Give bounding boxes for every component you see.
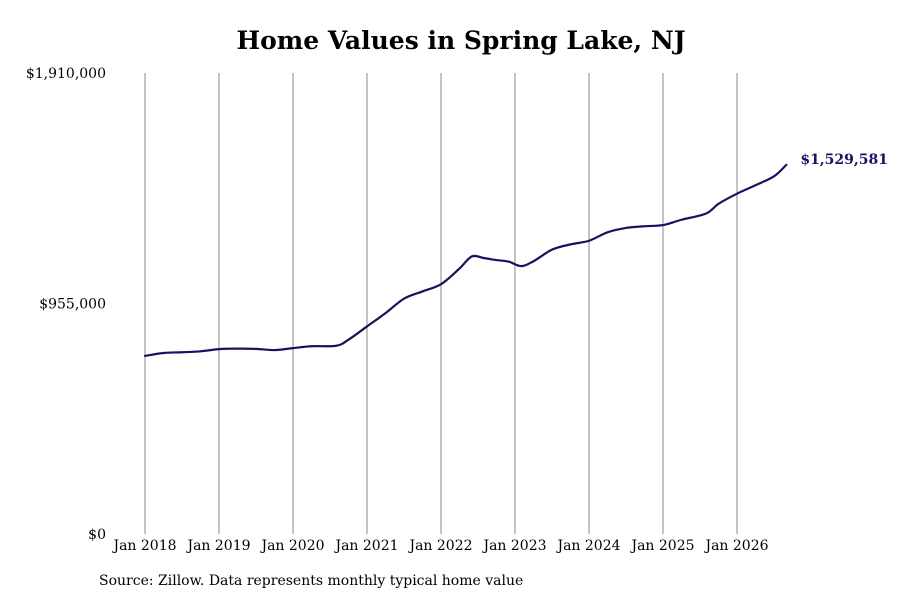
- x-tick-label: Jan 2024: [555, 538, 620, 554]
- grid-lines: [144, 73, 738, 534]
- x-tick-label: Jan 2021: [333, 538, 398, 554]
- x-tick-label: Jan 2022: [407, 538, 472, 554]
- y-tick-label: $955,000: [39, 297, 106, 313]
- x-axis-ticks: Jan 2018 Jan 2019 Jan 2020 Jan 2021 Jan 2022…: [111, 538, 768, 554]
- x-tick-label: Jan 2019: [185, 538, 250, 554]
- home-value-line: [143, 163, 788, 357]
- y-tick-label: $1,910,000: [26, 66, 106, 82]
- x-tick-label: Jan 2020: [259, 538, 324, 554]
- x-tick-label: Jan 2026: [703, 538, 768, 554]
- y-axis-ticks: $0 $955,000 $1,910,000: [26, 66, 106, 543]
- x-tick-label: Jan 2023: [481, 538, 546, 554]
- x-tick-label: Jan 2025: [629, 538, 694, 554]
- end-value-label: $1,529,581: [800, 152, 888, 168]
- y-tick-label: $0: [88, 527, 106, 543]
- chart-title: Home Values in Spring Lake, NJ: [236, 26, 686, 55]
- x-tick-label: Jan 2018: [111, 538, 176, 554]
- source-note: Source: Zillow. Data represents monthly …: [99, 573, 524, 589]
